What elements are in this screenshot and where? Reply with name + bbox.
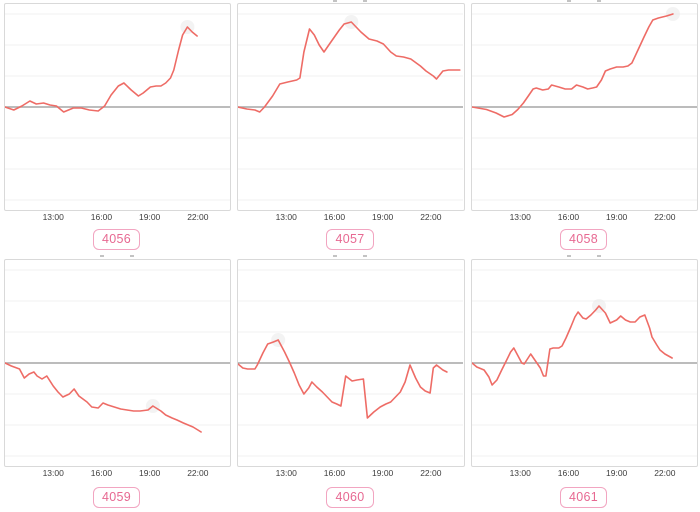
data-line [472,13,674,118]
x-tick-label: 13:00 [509,468,531,478]
x-tick-label: 16:00 [90,468,113,478]
chart-cell: 13:00 16:00 19:00 22:00 4060 [233,255,467,512]
clipped-chart-title-remnant [333,255,367,257]
line-chart[interactable] [471,3,698,211]
x-tick-label: 13:00 [42,468,64,478]
x-axis: 13:00 16:00 19:00 22:00 [471,211,700,223]
badge-row: 4061 [467,487,700,508]
x-tick-label: 16:00 [90,212,113,222]
x-tick-label: 16:00 [323,468,346,478]
x-tick-label: 19:00 [139,468,161,478]
x-tick-label: 19:00 [139,212,161,222]
x-tick-label: 13:00 [42,212,64,222]
chart-id-badge[interactable]: 4058 [559,229,607,250]
clipped-chart-title-remnant [566,0,601,2]
x-tick-label: 19:00 [372,468,394,478]
x-tick-label: 16:00 [557,468,580,478]
chart-id-badge[interactable]: 4056 [92,229,140,250]
badge-row: 4059 [0,487,233,508]
clipped-chart-title-remnant [333,0,367,2]
x-tick-label: 13:00 [275,212,297,222]
x-axis: 13:00 16:00 19:00 22:00 [471,467,700,479]
line-chart[interactable] [237,259,465,467]
chart-cell: 13:00 16:00 19:00 22:00 4058 [467,0,700,255]
chart-cell: 13:00 16:00 19:00 22:00 4061 [467,255,700,512]
x-tick-label: 22:00 [654,468,676,478]
x-tick-label: 22:00 [420,468,442,478]
chart-id-badge[interactable]: 4061 [559,487,607,508]
chart-cell: 13:00 16:00 19:00 22:00 4056 [0,0,233,255]
x-axis: 13:00 16:00 19:00 22:00 [237,467,467,479]
line-chart[interactable] [237,3,465,211]
chart-id-badge[interactable]: 4060 [326,487,374,508]
badge-row: 4060 [233,487,467,508]
x-tick-label: 13:00 [509,212,531,222]
clipped-chart-title-remnant [566,255,601,257]
x-tick-label: 19:00 [372,212,394,222]
x-tick-label: 19:00 [606,468,628,478]
x-axis: 13:00 16:00 19:00 22:00 [237,211,467,223]
data-line [5,26,198,113]
x-tick-label: 22:00 [187,468,209,478]
data-line [238,339,448,419]
x-tick-label: 22:00 [420,212,442,222]
chart-cell: 13:00 16:00 19:00 22:00 4057 [233,0,467,255]
x-tick-label: 19:00 [606,212,628,222]
line-chart[interactable] [4,3,231,211]
badge-row: 4056 [0,229,233,250]
chart-id-badge[interactable]: 4059 [92,487,140,508]
clipped-chart-title-remnant [99,255,134,257]
chart-cell: 13:00 16:00 19:00 22:00 4059 [0,255,233,512]
data-line [238,21,461,113]
data-line [472,305,673,386]
badge-row: 4057 [233,229,467,250]
x-axis: 13:00 16:00 19:00 22:00 [4,211,233,223]
x-tick-label: 22:00 [187,212,209,222]
data-line [5,362,202,433]
x-tick-label: 16:00 [323,212,346,222]
x-axis: 13:00 16:00 19:00 22:00 [4,467,233,479]
chart-id-badge[interactable]: 4057 [326,229,374,250]
x-tick-label: 22:00 [654,212,676,222]
line-chart[interactable] [4,259,231,467]
line-chart[interactable] [471,259,698,467]
x-tick-label: 13:00 [275,468,297,478]
badge-row: 4058 [467,229,700,250]
x-tick-label: 16:00 [557,212,580,222]
